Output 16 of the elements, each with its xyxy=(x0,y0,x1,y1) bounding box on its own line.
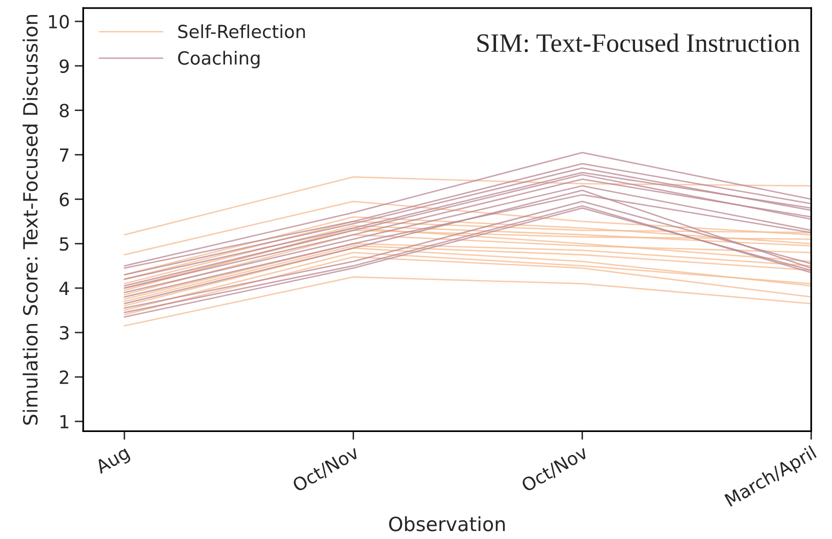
y-tick-label: 10 xyxy=(49,14,69,29)
y-tick-label: 1 xyxy=(60,415,68,428)
y-tick-label: 5 xyxy=(60,237,68,251)
y-tick-label: 9 xyxy=(60,59,69,73)
x-axis-title: Observation xyxy=(389,516,505,532)
legend-label: Coaching xyxy=(178,50,260,68)
y-tick-label: 6 xyxy=(60,192,69,206)
y-tick-label: 2 xyxy=(60,370,68,384)
x-tick-label: Aug xyxy=(94,446,132,478)
y-axis-title: Simulation Score: Text-Focused Discussion xyxy=(22,14,38,425)
text: SIM: Text-Focused Instruction xyxy=(477,33,800,52)
y-tick-label: 4 xyxy=(59,282,69,295)
y-tick-label: 7 xyxy=(60,148,68,162)
legend-label: Self-Reflection xyxy=(178,24,305,38)
y-tick-label: 3 xyxy=(60,326,69,340)
y-tick-label: 8 xyxy=(60,104,69,118)
